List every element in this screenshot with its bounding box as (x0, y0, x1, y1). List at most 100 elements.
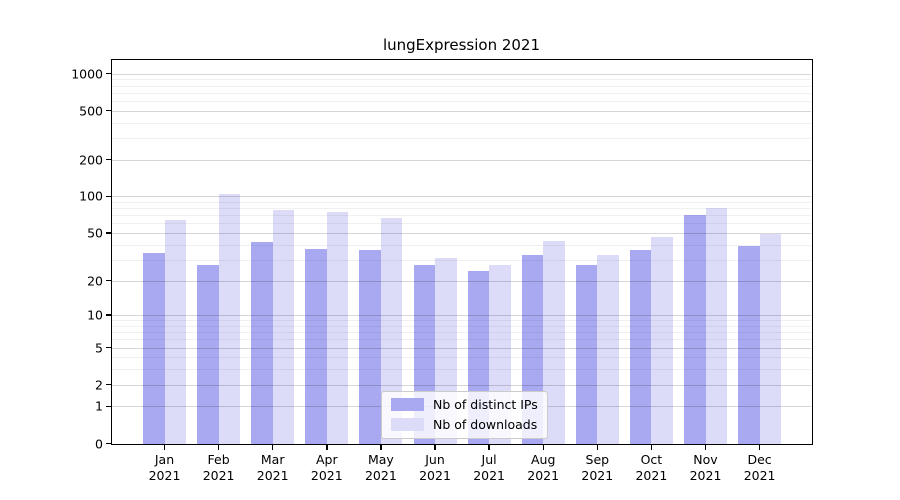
x-tick-dec (758, 445, 761, 450)
gridline-minor-9 (112, 320, 811, 322)
y-tick-500 (106, 109, 111, 112)
x-tick-sep (596, 445, 598, 450)
legend-item-distinct-ips: Nb of distinct IPs (391, 397, 538, 413)
bar-nb-of-distinct-ips-apr (305, 248, 327, 444)
y-tick-label-1: 1 (95, 398, 103, 414)
y-tick-1 (106, 405, 111, 408)
bar-nb-of-downloads-feb (218, 193, 241, 444)
bar-nb-of-distinct-ips-mar (251, 242, 273, 444)
bar-nb-of-downloads-nov (705, 208, 727, 444)
legend-label-distinct-ips: Nb of distinct IPs (433, 397, 538, 412)
bar-nb-of-downloads-sep (597, 254, 619, 444)
gridline-minor-70 (112, 215, 811, 217)
x-tick-label-nov: Nov 2021 (689, 452, 722, 483)
gridline-major-10 (112, 315, 811, 317)
gridline-minor-60 (112, 223, 811, 225)
y-tick-50 (106, 232, 111, 234)
x-tick-mar (271, 445, 274, 450)
bar-nb-of-downloads-mar (272, 210, 295, 444)
y-tick-200 (106, 158, 111, 161)
bar-nb-of-downloads-aug (543, 240, 565, 444)
gridline-minor-800 (112, 85, 811, 87)
legend: Nb of distinct IPs Nb of downloads (381, 390, 548, 439)
y-tick-1000 (106, 72, 111, 75)
bar-nb-of-distinct-ips-dec (738, 246, 760, 444)
gridline-minor-6 (112, 339, 811, 341)
y-tick-5 (106, 346, 111, 349)
y-tick-label-1000: 1000 (71, 66, 103, 81)
gridline-minor-900 (112, 79, 811, 81)
x-tick-label-jan: Jan 2021 (148, 452, 181, 483)
gridline-major-1000 (112, 73, 811, 75)
bar-nb-of-downloads-may (380, 218, 403, 444)
x-tick-oct (650, 445, 653, 450)
x-tick-nov (704, 445, 707, 450)
gridline-major-500 (112, 110, 811, 112)
y-tick-label-200: 200 (79, 152, 103, 167)
bar-nb-of-distinct-ips-nov (684, 215, 706, 444)
gridline-minor-7 (112, 332, 811, 334)
y-tick-label-10: 10 (87, 307, 103, 323)
gridline-minor-600 (112, 100, 811, 102)
y-tick-label-0: 0 (95, 436, 103, 451)
gridline-major-50 (112, 233, 811, 234)
y-tick-100 (106, 195, 111, 198)
gridline-minor-700 (112, 92, 811, 94)
legend-item-downloads: Nb of downloads (391, 417, 538, 433)
x-tick-label-feb: Feb 2021 (202, 452, 235, 483)
y-tick-label-500: 500 (79, 103, 103, 119)
gridline-minor-90 (112, 202, 811, 203)
x-tick-jan (163, 445, 166, 450)
gridline-major-5 (112, 347, 811, 349)
x-tick-label-dec: Dec 2021 (743, 452, 776, 483)
bar-nb-of-downloads-jan (164, 220, 186, 444)
x-tick-jun (434, 445, 436, 450)
gridline-major-200 (112, 159, 811, 161)
bar-nb-of-downloads-oct (651, 237, 673, 444)
legend-swatch-downloads (391, 418, 424, 431)
bar-nb-of-distinct-ips-jan (143, 253, 165, 444)
y-tick-label-100: 100 (79, 188, 103, 204)
y-tick-label-20: 20 (87, 273, 103, 288)
gridline-major-2 (112, 384, 811, 386)
bar-nb-of-distinct-ips-oct (629, 250, 652, 444)
x-tick-label-may: May 2021 (364, 452, 397, 483)
bar-nb-of-distinct-ips-feb (197, 265, 219, 444)
bar-nb-of-distinct-ips-may (359, 250, 381, 444)
y-tick-20 (106, 279, 111, 282)
bar-nb-of-downloads-apr (326, 211, 349, 444)
y-tick-label-2: 2 (95, 377, 103, 393)
y-tick-0 (106, 442, 111, 445)
x-tick-label-jul: Jul 2021 (473, 452, 505, 483)
gridline-minor-8 (112, 325, 811, 327)
gridline-major-20 (112, 280, 811, 282)
x-tick-aug (542, 445, 544, 450)
gridline-minor-400 (112, 122, 811, 124)
x-tick-jul (488, 445, 490, 450)
x-tick-label-aug: Aug 2021 (527, 452, 560, 483)
gridline-minor-30 (112, 259, 811, 261)
y-tick-2 (106, 383, 111, 386)
y-tick-label-5: 5 (95, 340, 103, 356)
legend-swatch-distinct-ips (391, 398, 424, 411)
x-tick-label-apr: Apr 2021 (310, 452, 343, 483)
bar-nb-of-downloads-dec (759, 234, 782, 444)
x-tick-label-mar: Mar 2021 (256, 452, 289, 483)
x-tick-may (380, 445, 382, 450)
x-tick-label-jun: Jun 2021 (419, 452, 451, 483)
x-tick-label-oct: Oct 2021 (635, 452, 668, 483)
x-tick-label-sep: Sep 2021 (581, 452, 614, 483)
gridline-minor-40 (112, 244, 811, 246)
y-tick-10 (106, 314, 111, 316)
x-tick-feb (217, 445, 220, 450)
y-tick-label-50: 50 (87, 225, 103, 241)
gridline-minor-80 (112, 208, 811, 210)
chart-title: lungExpression 2021 (382, 36, 541, 54)
gridline-minor-3 (112, 369, 811, 371)
gridline-minor-300 (112, 137, 811, 139)
bar-nb-of-distinct-ips-sep (575, 265, 598, 444)
legend-label-downloads: Nb of downloads (433, 417, 538, 432)
gridline-major-100 (112, 196, 811, 198)
gridline-minor-4 (112, 357, 811, 359)
